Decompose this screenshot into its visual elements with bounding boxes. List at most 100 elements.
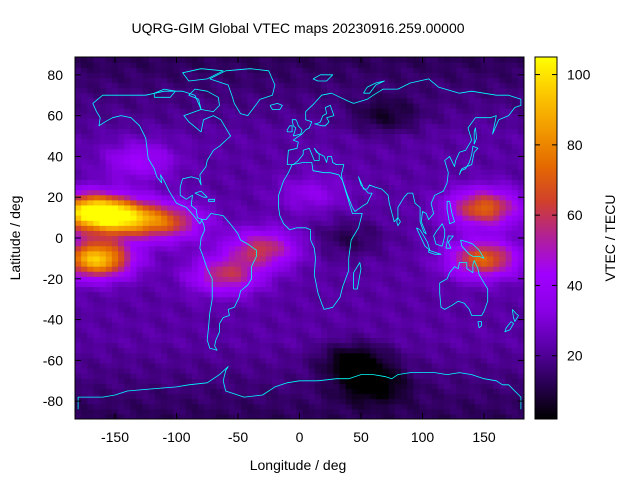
heatmap-cell — [179, 255, 187, 262]
heatmap-cell — [271, 143, 279, 150]
heatmap-cell — [111, 276, 119, 282]
heatmap-cell — [474, 118, 482, 124]
heatmap-cell — [499, 250, 507, 257]
heatmap-cell — [333, 413, 341, 419]
heatmap-cell — [111, 174, 119, 180]
heatmap-cell — [191, 373, 199, 379]
heatmap-cell — [480, 398, 488, 405]
heatmap-cell — [345, 184, 353, 191]
heatmap-cell — [321, 342, 328, 349]
heatmap-cell — [487, 128, 494, 135]
heatmap-cell — [419, 266, 427, 272]
heatmap-cell — [198, 332, 205, 339]
heatmap-cell — [148, 393, 156, 400]
heatmap-cell — [450, 199, 457, 206]
heatmap-cell — [142, 209, 150, 216]
heatmap-cell — [124, 220, 131, 226]
heatmap-cell — [407, 413, 414, 419]
heatmap-cell — [210, 276, 218, 282]
heatmap-cell — [105, 260, 113, 267]
heatmap-cell — [161, 209, 168, 216]
heatmap-cell — [351, 388, 359, 395]
heatmap-cell — [480, 301, 488, 308]
heatmap-cell — [456, 215, 464, 221]
heatmap-cell — [253, 383, 261, 390]
heatmap-cell — [450, 235, 457, 242]
heatmap-cell — [314, 266, 322, 272]
heatmap-cell — [345, 322, 353, 328]
heatmap-cell — [167, 327, 175, 333]
heatmap-cell — [161, 327, 168, 333]
heatmap-cell — [450, 393, 457, 400]
heatmap-cell — [364, 276, 371, 282]
heatmap-cell — [462, 174, 470, 180]
heatmap-cell — [351, 337, 359, 344]
heatmap-cell — [321, 373, 328, 379]
heatmap-cell — [154, 87, 162, 94]
heatmap-cell — [364, 158, 371, 165]
heatmap-cell — [308, 220, 316, 226]
heatmap-cell — [111, 296, 119, 303]
heatmap-cell — [124, 179, 131, 186]
heatmap-cell — [474, 347, 482, 354]
heatmap-cell — [148, 260, 156, 267]
heatmap-cell — [118, 123, 125, 129]
heatmap-cell — [321, 164, 328, 170]
heatmap-cell — [185, 383, 193, 390]
heatmap-cell — [284, 311, 291, 318]
heatmap-cell — [265, 383, 273, 390]
heatmap-cell — [204, 118, 211, 124]
heatmap-cell — [327, 266, 334, 272]
heatmap-cell — [314, 352, 322, 359]
heatmap-cell — [339, 209, 347, 216]
heatmap-cell — [118, 97, 125, 104]
heatmap-cell — [136, 153, 144, 160]
heatmap-cell — [388, 102, 396, 109]
heatmap-cell — [179, 225, 187, 231]
heatmap-cell — [87, 317, 95, 323]
heatmap-cell — [222, 271, 230, 277]
heatmap-cell — [333, 296, 341, 303]
heatmap-cell — [505, 383, 513, 390]
heatmap-cell — [431, 250, 439, 257]
heatmap-cell — [339, 87, 347, 94]
heatmap-cell — [437, 347, 445, 354]
heatmap-cell — [302, 194, 310, 201]
heatmap-cell — [277, 403, 285, 410]
heatmap-cell — [314, 383, 322, 390]
heatmap-cell — [228, 164, 236, 170]
heatmap-cell — [204, 301, 211, 308]
heatmap-cell — [167, 255, 175, 262]
heatmap-cell — [413, 148, 421, 155]
heatmap-cell — [327, 215, 334, 221]
heatmap-cell — [173, 225, 181, 231]
heatmap-cell — [425, 87, 433, 94]
heatmap-cell — [407, 357, 414, 364]
heatmap-cell — [105, 306, 113, 313]
heatmap-cell — [425, 194, 433, 201]
heatmap-cell — [154, 373, 162, 379]
heatmap-cell — [234, 368, 242, 374]
heatmap-cell — [487, 383, 494, 390]
heatmap-cell — [259, 77, 267, 84]
heatmap-cell — [284, 266, 291, 272]
heatmap-cell — [290, 169, 298, 175]
heatmap-cell — [505, 266, 513, 272]
heatmap-cell — [105, 153, 113, 160]
heatmap-cell — [277, 158, 285, 165]
heatmap-cell — [321, 327, 328, 333]
heatmap-cell — [271, 199, 279, 206]
heatmap-cell — [308, 158, 316, 165]
heatmap-cell — [357, 301, 365, 308]
heatmap-cell — [185, 209, 193, 216]
heatmap-cell — [505, 352, 513, 359]
heatmap-cell — [247, 235, 254, 242]
heatmap-cell — [216, 128, 224, 135]
heatmap-cell — [154, 158, 162, 165]
heatmap-cell — [493, 393, 500, 400]
heatmap-cell — [290, 82, 298, 89]
heatmap-cell — [511, 398, 519, 405]
heatmap-cell — [425, 77, 433, 84]
heatmap-cell — [124, 250, 131, 257]
heatmap-cell — [480, 291, 488, 298]
